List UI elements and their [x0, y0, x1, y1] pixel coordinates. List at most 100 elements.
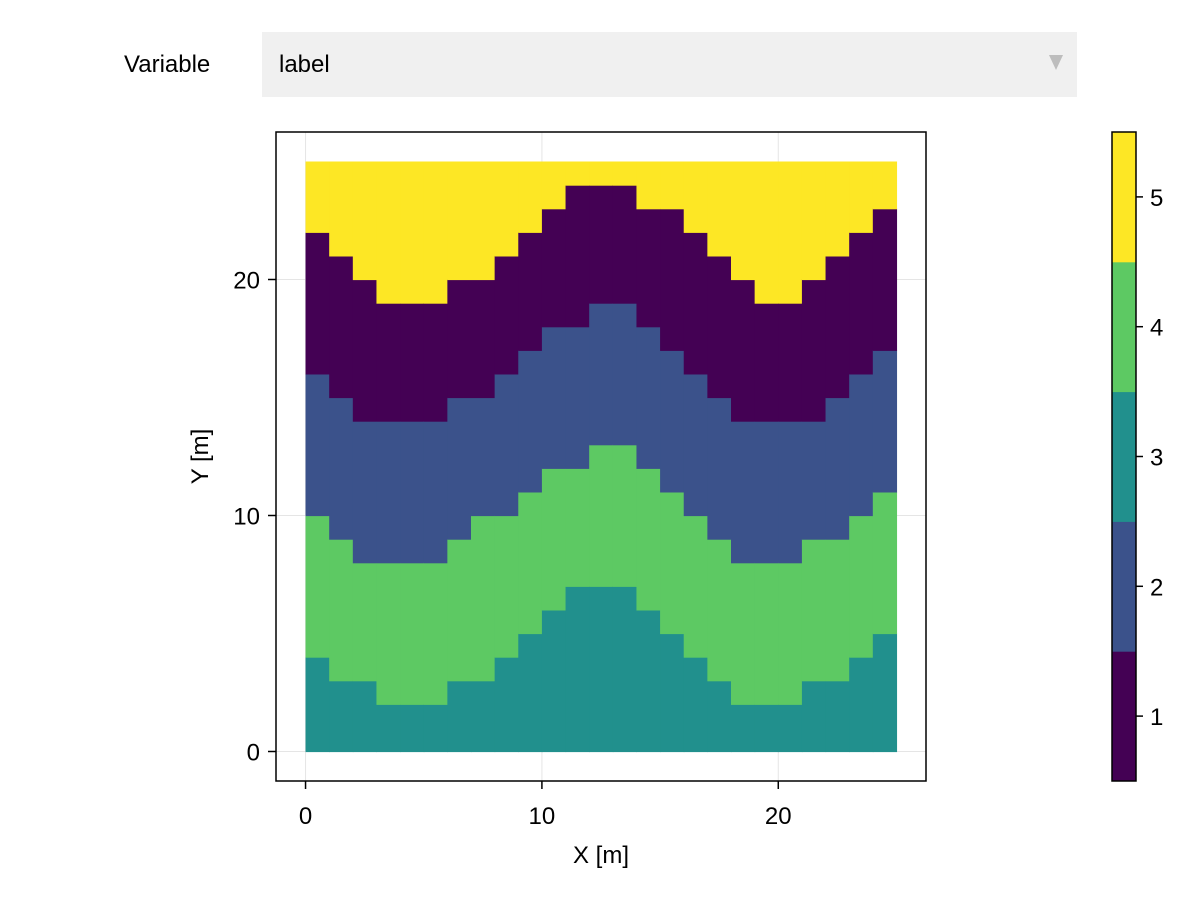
heatmap-cell-label-2 [471, 397, 496, 517]
heatmap-cell-label-3 [541, 609, 567, 753]
x-tick-label: 0 [299, 803, 312, 830]
heatmap-cell-label-3 [754, 704, 779, 753]
heatmap-cell-label-5 [636, 161, 661, 210]
heatmap-cell-label-3 [518, 633, 543, 753]
variable-label: Variable [124, 51, 211, 78]
heatmap-cell-label-3 [636, 609, 661, 753]
heatmap-cell-label-3 [565, 586, 590, 753]
heatmap-cell-label-2 [305, 373, 330, 517]
heatmap-cell-label-5 [494, 161, 519, 257]
heatmap-cell-label-1 [778, 303, 803, 422]
heatmap-cell-label-3 [612, 586, 638, 753]
variable-select[interactable]: label [262, 32, 1077, 97]
heatmap-cell-label-3 [589, 586, 614, 753]
heatmap-cell-label-2 [376, 421, 401, 564]
heatmap-cell-label-4 [778, 562, 803, 705]
heatmap-cell-label-5 [447, 161, 472, 281]
heatmap-cell-label-2 [589, 303, 614, 446]
heatmap-cell-label-3 [731, 704, 756, 753]
heatmap-cell-label-5 [872, 161, 898, 210]
heatmap-cell-label-5 [329, 161, 354, 257]
heatmap-cell-label-3 [825, 680, 850, 753]
y-tick-label: 0 [247, 740, 260, 767]
heatmap-cell-label-3 [400, 704, 425, 753]
heatmap-cell-label-2 [423, 421, 448, 564]
heatmap-cell-label-3 [352, 680, 378, 753]
heatmap-cell-label-2 [447, 397, 472, 540]
heatmap-cell-label-4 [872, 491, 898, 635]
heatmap-cell-label-1 [541, 208, 567, 328]
x-tick-label: 10 [529, 803, 556, 830]
heatmap-cell-label-2 [565, 326, 590, 469]
heatmap-cell-label-5 [305, 161, 330, 233]
heatmap-cell-label-1 [329, 255, 354, 399]
heatmap-cell-label-2 [683, 373, 708, 517]
heatmap-cell-label-3 [423, 704, 448, 753]
y-axis-title: Y [m] [187, 429, 214, 485]
heatmap-cell-label-1 [518, 232, 543, 351]
heatmap-cell-label-1 [849, 232, 874, 375]
heatmap-cell-label-2 [541, 326, 567, 469]
heatmap-cell-label-3 [329, 680, 354, 753]
triangle-down-icon [1049, 55, 1063, 70]
heatmap-cell-label-2 [801, 421, 827, 540]
variable-select-value: label [279, 51, 330, 78]
heatmap-cell-label-3 [494, 657, 519, 753]
heatmap-cell-label-1 [376, 303, 401, 422]
heatmap-cell-label-4 [329, 539, 354, 682]
heatmap-cell-label-5 [471, 161, 496, 281]
heatmap-cell-label-4 [400, 562, 425, 705]
heatmap-cell-label-5 [376, 161, 401, 304]
heatmap-cell-label-3 [801, 680, 827, 753]
heatmap-cell-label-1 [660, 208, 685, 351]
heatmap-cell-label-5 [660, 161, 685, 210]
heatmap-cell-label-2 [825, 397, 850, 540]
heatmap-cell-label-2 [872, 350, 898, 493]
heatmap-cell-label-4 [565, 468, 590, 587]
heatmap-cell-label-5 [707, 161, 732, 257]
heatmap-cell-label-3 [707, 680, 732, 753]
heatmap-cell-label-4 [376, 562, 401, 705]
heatmap-cell-label-3 [471, 680, 496, 753]
heatmap-cell-label-5 [565, 161, 590, 186]
heatmap-cell-label-4 [849, 515, 874, 658]
heatmap-cell-label-4 [801, 539, 827, 682]
heatmap-cell-label-4 [589, 444, 614, 587]
heatmap-cell-label-1 [754, 303, 779, 422]
colorbar-tick-label: 1 [1150, 704, 1163, 731]
heatmap-cell-label-3 [872, 633, 898, 753]
x-tick-label: 20 [765, 803, 792, 830]
heatmap-cell-label-3 [683, 657, 708, 753]
heatmap-cell-label-5 [778, 161, 803, 304]
heatmap-cell-label-4 [731, 562, 756, 705]
heatmap-cell-label-2 [754, 421, 779, 564]
colorbar-tick-label: 5 [1150, 185, 1163, 212]
heatmap-cell-label-1 [872, 208, 898, 351]
colorbar-swatch [1112, 651, 1136, 782]
heatmap-cell-label-4 [352, 562, 378, 682]
colorbar-swatch [1112, 391, 1136, 522]
heatmap-cell-label-1 [707, 255, 732, 399]
heatmap-cell-label-1 [305, 232, 330, 375]
heatmap-cell-label-2 [660, 350, 685, 493]
heatmap-cell-label-5 [801, 161, 827, 281]
heatmap-cell-label-1 [612, 185, 638, 304]
heatmap-cell-label-5 [400, 161, 425, 304]
heatmap-cell-label-4 [683, 515, 708, 658]
heatmap-cell-label-2 [352, 421, 378, 564]
heatmap-cell-label-4 [707, 539, 732, 682]
x-axis-title: X [m] [573, 842, 629, 869]
heatmap-cells [305, 161, 898, 753]
heatmap-cell-label-5 [352, 161, 378, 281]
heatmap-cell-label-2 [518, 350, 543, 493]
heatmap-cell-label-3 [660, 633, 685, 753]
heatmap-cell-label-5 [612, 161, 638, 186]
colorbar-swatch [1112, 132, 1136, 263]
colorbar-tick-label: 3 [1150, 445, 1163, 472]
heatmap-cell-label-3 [778, 704, 803, 753]
heatmap-cell-label-1 [589, 185, 614, 304]
colorbar-tick-label: 4 [1150, 315, 1163, 342]
heatmap-cell-label-2 [849, 373, 874, 517]
heatmap-cell-label-4 [518, 491, 543, 635]
